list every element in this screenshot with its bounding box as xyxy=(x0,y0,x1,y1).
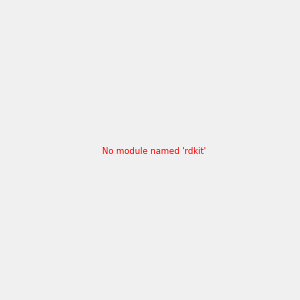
Text: No module named 'rdkit': No module named 'rdkit' xyxy=(102,147,206,156)
